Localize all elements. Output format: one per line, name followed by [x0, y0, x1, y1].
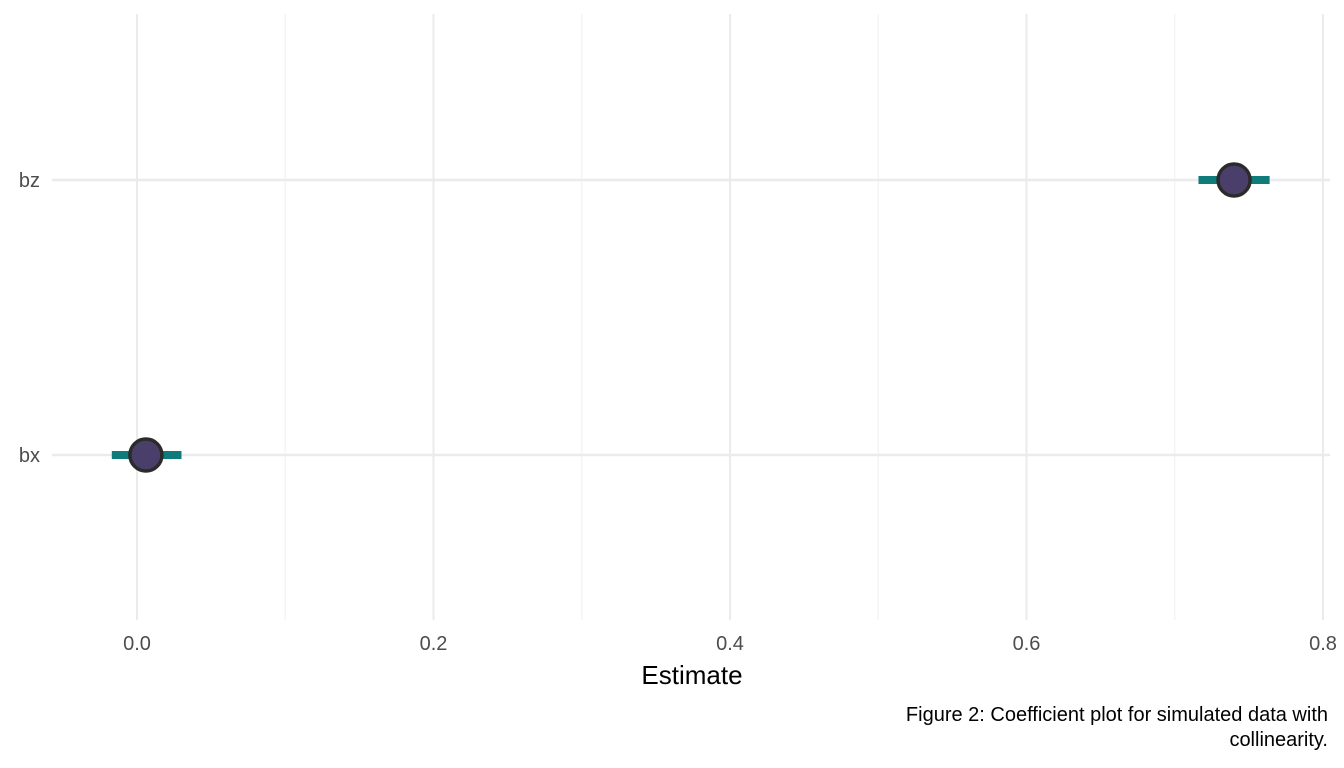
label-layer: 0.0 0.2 0.4 0.6 0.8 bx bz	[19, 170, 1337, 655]
y-tick-label: bx	[19, 445, 40, 467]
x-tick-label: 0.4	[716, 633, 744, 655]
x-tick-label: 0.2	[420, 633, 448, 655]
figure-caption: Figure 2: Coefficient plot for simulated…	[628, 703, 1328, 753]
x-tick-label: 0.8	[1309, 633, 1337, 655]
caption-line-1: Figure 2: Coefficient plot for simulated…	[905, 704, 1328, 726]
y-tick-label: bz	[19, 170, 40, 192]
point-layer	[128, 162, 1252, 473]
estimate-point-bz	[1216, 162, 1252, 198]
x-tick-label: 0.6	[1013, 633, 1041, 655]
x-axis-title: Estimate	[641, 660, 742, 690]
caption-line-2: collinearity.	[1229, 729, 1328, 751]
grid-layer	[52, 14, 1330, 620]
x-tick-label: 0.0	[123, 633, 151, 655]
estimate-point-bx	[128, 437, 164, 473]
